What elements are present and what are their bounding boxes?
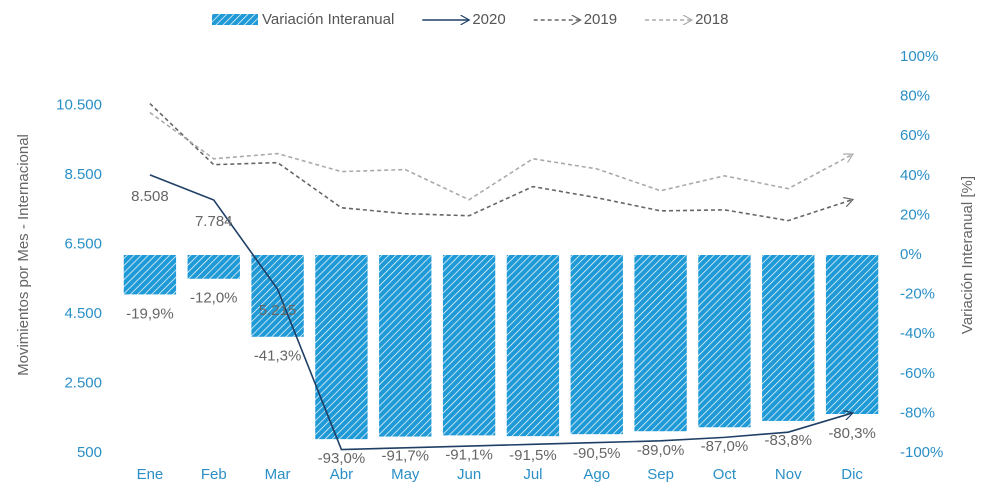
bar bbox=[379, 255, 432, 437]
legend-label: Variación Interanual bbox=[262, 11, 394, 28]
y2-tick-label: -40% bbox=[900, 325, 935, 342]
y2-tick-label: 20% bbox=[900, 206, 930, 223]
bar bbox=[315, 255, 368, 440]
y2-tick-label: 0% bbox=[900, 246, 922, 263]
y2-axis-title: Variación Interanual [%] bbox=[959, 176, 976, 334]
legend-label: 2018 bbox=[695, 11, 728, 28]
x-tick-label: Mar bbox=[265, 466, 291, 483]
x-tick-label: Jul bbox=[523, 466, 542, 483]
data-label: -87,0% bbox=[701, 438, 749, 455]
data-label: 5.215 bbox=[259, 302, 297, 319]
line bbox=[149, 111, 852, 201]
data-label: -83,8% bbox=[764, 432, 812, 449]
y2-tick-label: -100% bbox=[900, 444, 943, 461]
y-tick-label: 2.500 bbox=[64, 374, 102, 391]
legend-swatch bbox=[212, 14, 258, 25]
y2-tick-label: 80% bbox=[900, 88, 930, 105]
data-label: -89,0% bbox=[637, 442, 685, 459]
bar bbox=[123, 255, 177, 295]
bar bbox=[762, 255, 815, 421]
y2-tick-label: 100% bbox=[900, 48, 938, 65]
x-tick-label: Dic bbox=[841, 466, 863, 483]
data-label: -91,5% bbox=[509, 447, 557, 464]
bar bbox=[698, 255, 751, 428]
x-tick-label: Feb bbox=[201, 466, 227, 483]
x-tick-label: May bbox=[391, 466, 420, 483]
line bbox=[149, 174, 852, 451]
bar bbox=[187, 255, 240, 279]
y2-tick-label: -80% bbox=[900, 404, 935, 421]
bar bbox=[825, 255, 879, 414]
legend-label: 2019 bbox=[584, 11, 617, 28]
y-tick-label: 4.500 bbox=[64, 305, 102, 322]
data-label: 8.508 bbox=[131, 188, 169, 205]
line bbox=[149, 102, 852, 222]
data-label: -80,3% bbox=[828, 425, 876, 442]
bar bbox=[634, 255, 687, 432]
x-tick-label: Oct bbox=[713, 466, 737, 483]
data-label: -41,3% bbox=[254, 348, 302, 365]
y-tick-label: 6.500 bbox=[64, 236, 102, 253]
data-label: -90,5% bbox=[573, 445, 621, 462]
bar bbox=[570, 255, 623, 435]
y2-tick-label: 60% bbox=[900, 127, 930, 144]
legend-label: 2020 bbox=[472, 11, 505, 28]
x-tick-label: Jun bbox=[457, 466, 481, 483]
y-tick-label: 10.500 bbox=[56, 97, 102, 114]
bar bbox=[251, 255, 304, 337]
y2-tick-label: -20% bbox=[900, 286, 935, 303]
bar bbox=[506, 255, 560, 437]
x-tick-label: Ago bbox=[583, 466, 610, 483]
data-label: -91,1% bbox=[445, 446, 493, 463]
y-tick-label: 8.500 bbox=[64, 166, 102, 183]
y-tick-label: 500 bbox=[77, 444, 102, 461]
y2-tick-label: 40% bbox=[900, 167, 930, 184]
data-label: -93,0% bbox=[318, 450, 366, 467]
x-tick-label: Sep bbox=[647, 466, 674, 483]
y-axis-title: Movimientos por Mes - Internacional bbox=[15, 134, 32, 376]
y2-tick-label: -60% bbox=[900, 365, 935, 382]
x-tick-label: Ene bbox=[137, 466, 164, 483]
data-label: -12,0% bbox=[190, 290, 238, 307]
data-label: 7.784 bbox=[195, 213, 233, 230]
bar bbox=[442, 255, 496, 436]
data-label: -91,7% bbox=[381, 448, 429, 465]
data-label: -19,9% bbox=[126, 305, 174, 322]
x-tick-label: Abr bbox=[330, 466, 353, 483]
x-tick-label: Nov bbox=[775, 466, 802, 483]
